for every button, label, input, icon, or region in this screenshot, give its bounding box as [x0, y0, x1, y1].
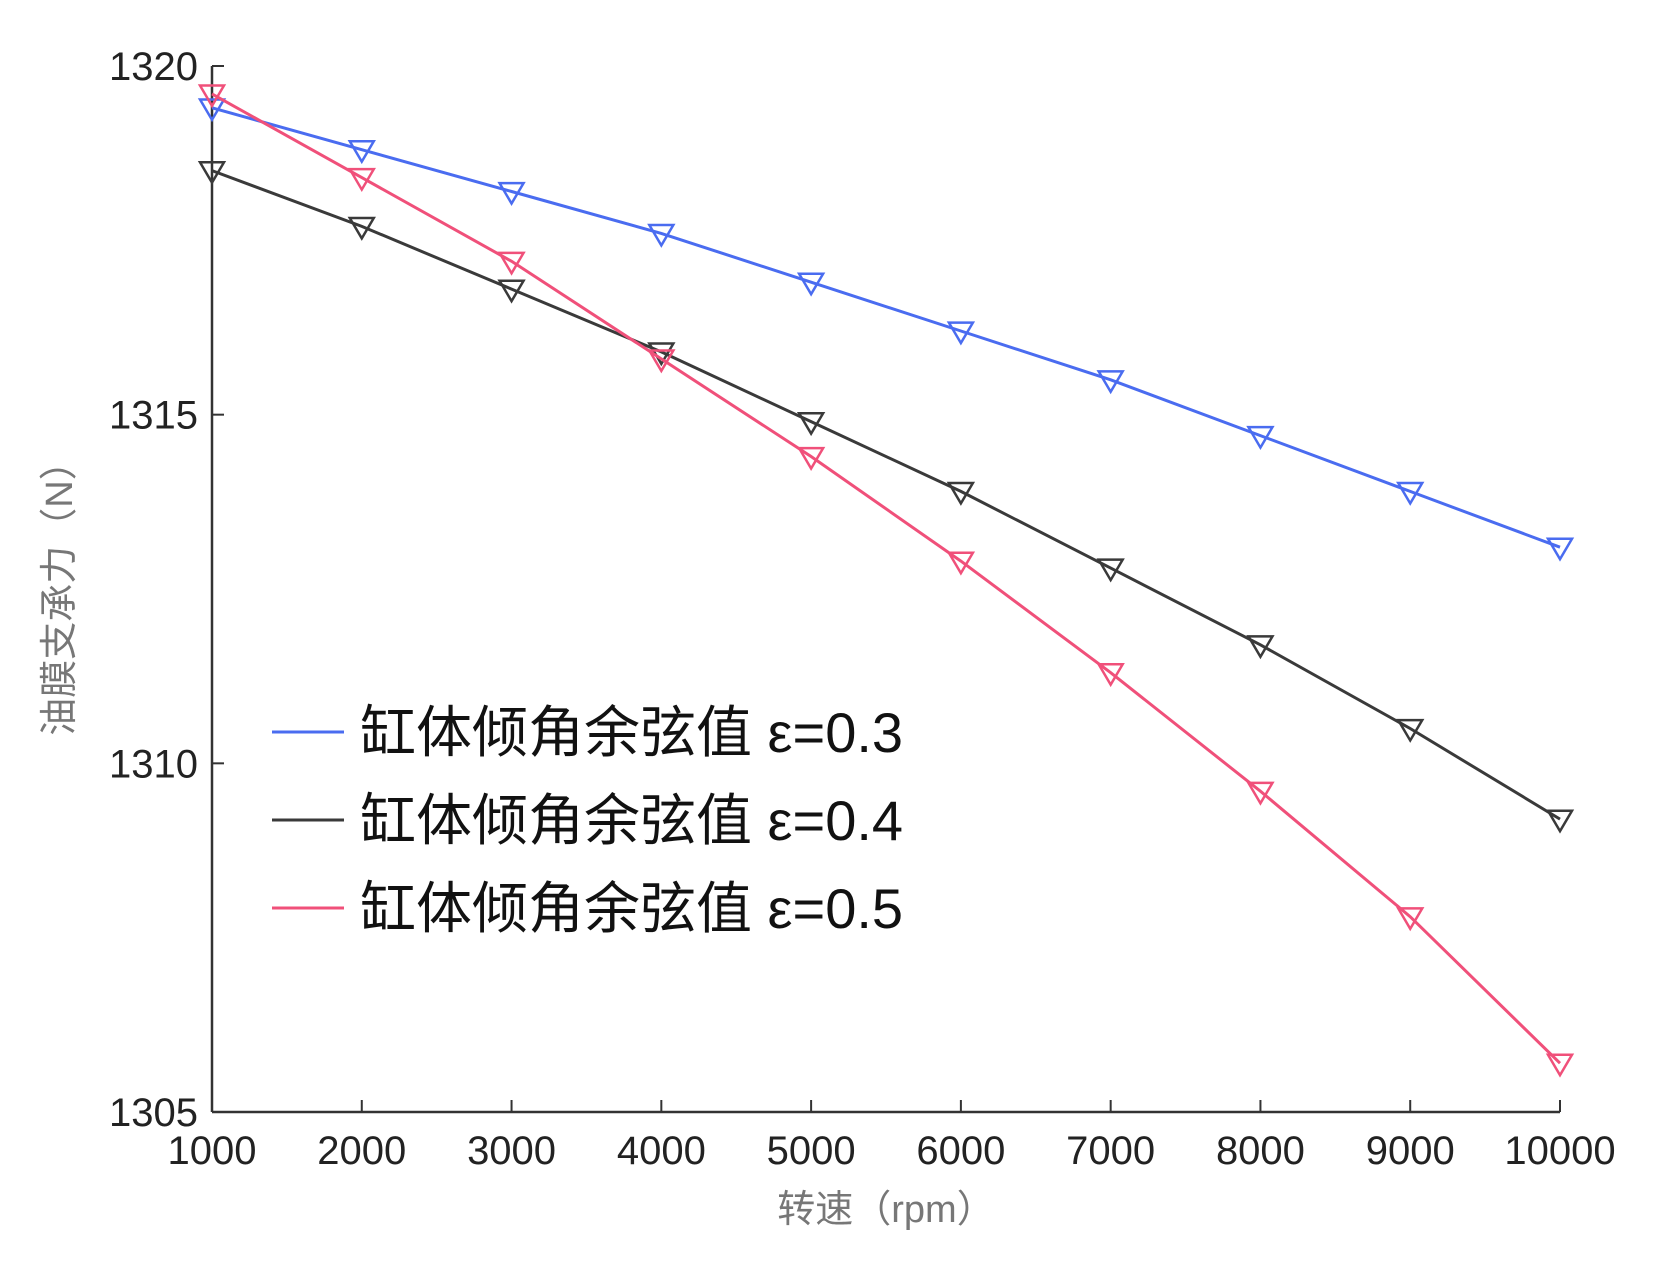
x-tick-label: 2000	[317, 1129, 406, 1173]
data-point-marker	[1396, 481, 1425, 506]
series-line	[211, 92, 1562, 1065]
data-point-marker	[796, 446, 826, 471]
series-group	[197, 84, 1575, 1078]
y-axis-title: 油膜支承力（N）	[39, 442, 81, 735]
data-point-marker	[1246, 781, 1275, 806]
legend-item: 缸体倾角余弦值 ε=0.4	[272, 789, 903, 852]
data-point-marker	[347, 167, 376, 193]
x-tick-label: 4000	[617, 1129, 706, 1173]
x-tick-label: 7000	[1066, 1129, 1155, 1173]
y-tick-label: 1315	[109, 394, 198, 438]
legend-item: 缸体倾角余弦值 ε=0.3	[272, 701, 903, 764]
data-point-marker	[796, 272, 826, 297]
data-point-marker	[946, 481, 976, 506]
data-point-marker	[796, 411, 826, 437]
data-point-marker	[1545, 1053, 1575, 1078]
series-line	[211, 169, 1561, 821]
x-tick-label: 8000	[1216, 1129, 1305, 1173]
data-point-marker	[647, 349, 676, 374]
data-point-marker	[946, 321, 976, 346]
legend-label: 缸体倾角余弦值 ε=0.3	[360, 701, 903, 764]
data-point-marker	[1396, 907, 1425, 932]
data-point-marker	[647, 223, 676, 248]
legend-item: 缸体倾角余弦值 ε=0.5	[272, 877, 903, 940]
y-tick-label: 1320	[109, 45, 198, 89]
data-point-marker	[1246, 425, 1275, 451]
y-tick-label: 1305	[109, 1091, 198, 1135]
data-point-marker	[1096, 558, 1125, 583]
x-axis-title: 转速（rpm）	[777, 1189, 994, 1231]
data-point-marker	[197, 84, 227, 109]
legend-label: 缸体倾角余弦值 ε=0.4	[360, 789, 903, 852]
data-point-marker	[347, 216, 376, 241]
data-point-marker	[1096, 663, 1125, 688]
data-point-marker	[497, 279, 526, 304]
data-point-marker	[497, 181, 526, 206]
data-point-marker	[1096, 370, 1125, 395]
legend-label: 缸体倾角余弦值 ε=0.5	[360, 877, 903, 940]
data-point-marker	[1246, 635, 1275, 660]
ticks: 1000 2000 3000 4000 5000 6000 7000 8000 9000 1000…	[109, 45, 1616, 1173]
x-tick-label: 3000	[467, 1129, 556, 1173]
series-group	[197, 160, 1575, 834]
x-tick-label: 5000	[767, 1129, 856, 1173]
x-tick-label: 1000	[168, 1129, 257, 1173]
data-point-marker	[197, 98, 227, 123]
data-point-marker	[1396, 718, 1425, 743]
data-point-marker	[946, 551, 976, 576]
data-point-marker	[347, 140, 376, 165]
axes	[210, 66, 1560, 1114]
legend: 缸体倾角余弦值 ε=0.3 缸体倾角余弦值 ε=0.4 缸体倾角余弦值 ε=0.…	[272, 701, 903, 940]
x-tick-label: 6000	[916, 1129, 1005, 1173]
data-point-marker	[497, 251, 526, 276]
data-point-marker	[1545, 537, 1575, 562]
data-point-marker	[1545, 809, 1575, 834]
x-tick-label: 10000	[1504, 1129, 1615, 1173]
y-tick-label: 1310	[109, 742, 198, 786]
series-line	[211, 106, 1561, 549]
data-point-marker	[197, 160, 227, 186]
series	[197, 84, 1575, 1078]
series-group	[197, 98, 1575, 562]
x-tick-label: 9000	[1366, 1129, 1455, 1173]
